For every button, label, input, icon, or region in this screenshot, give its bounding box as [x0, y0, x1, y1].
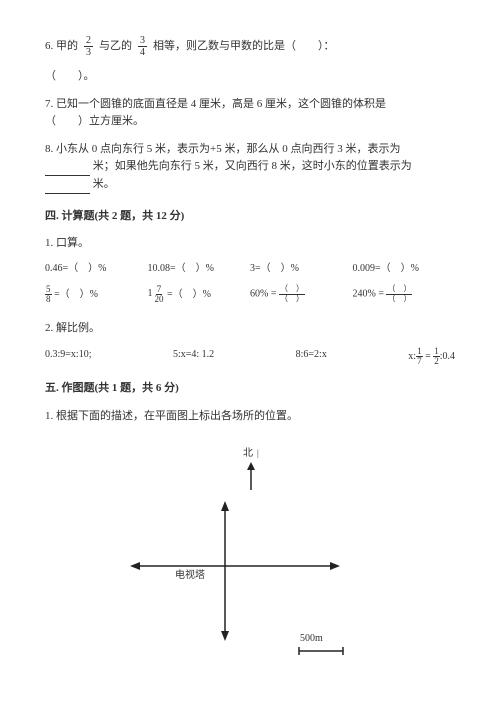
- north-label: 北: [243, 446, 253, 462]
- q6-suffix: 相等，则乙数与甲数的比是（ ）：: [153, 38, 335, 56]
- calc-item: 1 7 20 =（ ）%: [148, 285, 251, 304]
- ratio-item: 8:6=2:x: [296, 347, 327, 366]
- scale-label: 500m: [300, 631, 323, 647]
- scale-bar: [297, 646, 345, 656]
- section4-sub1: 1. 口算。: [45, 235, 455, 253]
- ratio-item: x: 1 7 = 1 2 :0.4: [408, 347, 455, 366]
- calc-row-2: 5 8 =（ ）% 1 7 20 =（ ）% 60% = （ ） （ ） 240…: [45, 285, 455, 304]
- calc-item: 0.46=（ ）%: [45, 261, 148, 277]
- section-4-title: 四. 计算题(共 2 题，共 12 分): [45, 208, 455, 226]
- fraction-2-3: 2 3: [84, 35, 93, 58]
- paren-fraction: （ ） （ ）: [279, 285, 305, 304]
- ratio-item: 0.3:9=x:10;: [45, 347, 91, 366]
- calc-item: 3=（ ）%: [250, 261, 353, 277]
- blank-field: [45, 182, 90, 194]
- section5-sub1: 1. 根据下面的描述，在平面图上标出各场所的位置。: [45, 408, 455, 426]
- question-6-line2: （ ）。: [45, 68, 455, 86]
- blank-field: [45, 164, 90, 176]
- calc-row-1: 0.46=（ ）% 10.08=（ ）% 3=（ ）% 0.009=（ ）%: [45, 261, 455, 277]
- ratio-item: 5:x=4: 1.2: [173, 347, 214, 366]
- paren-fraction: （ ） （ ）: [386, 285, 412, 304]
- cross-axes: [130, 501, 340, 641]
- diagram-area: 北 | 电视塔 500m: [45, 446, 455, 666]
- q8-line2: 米；如果他先向东行 5 米，又向西行 8 米，这时小东的位置表示为: [45, 158, 455, 176]
- fraction-3-4: 3 4: [138, 35, 147, 58]
- question-8: 8. 小东从 0 点向东行 5 米，表示为+5 米，那么从 0 点向西行 3 米…: [45, 141, 455, 194]
- section-5-title: 五. 作图题(共 1 题，共 6 分): [45, 380, 455, 398]
- north-arrow-icon: [245, 462, 257, 492]
- q6-mid: 与乙的: [99, 38, 132, 56]
- tower-label: 电视塔: [175, 568, 205, 584]
- mixed-fraction: 1 7 20: [148, 285, 165, 304]
- question-6: 6. 甲的 2 3 与乙的 3 4 相等，则乙数与甲数的比是（ ）：: [45, 35, 455, 58]
- q6-prefix: 6. 甲的: [45, 38, 78, 56]
- calc-item: 0.009=（ ）%: [353, 261, 456, 277]
- cursor-icon: |: [257, 446, 259, 460]
- ratio-row: 0.3:9=x:10; 5:x=4: 1.2 8:6=2:x x: 1 7 = …: [45, 347, 455, 366]
- q8-line3: 米。: [45, 176, 455, 194]
- calc-item: 5 8 =（ ）%: [45, 285, 148, 304]
- calc-item: 60% = （ ） （ ）: [250, 285, 353, 304]
- question-7: 7. 已知一个圆锥的底面直径是 4 厘米，高是 6 厘米，这个圆锥的体积是 （ …: [45, 96, 455, 131]
- calc-item: 240% = （ ） （ ）: [353, 285, 456, 304]
- section4-sub2: 2. 解比例。: [45, 320, 455, 338]
- calc-item: 10.08=（ ）%: [148, 261, 251, 277]
